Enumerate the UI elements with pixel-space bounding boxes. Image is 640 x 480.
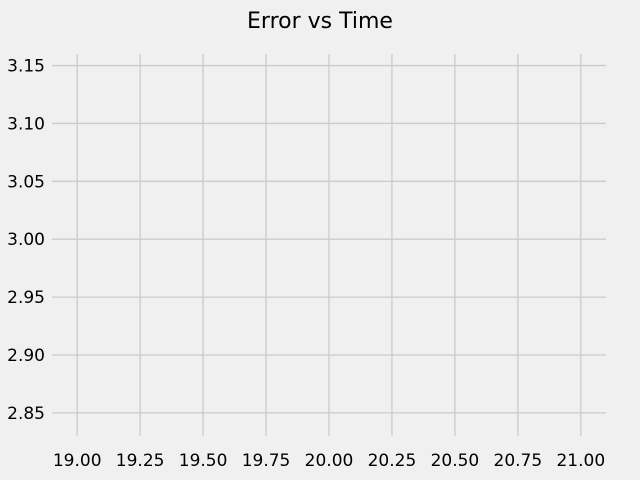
y-tick-label: 2.95 xyxy=(7,288,45,308)
x-tick-label: 19.25 xyxy=(116,451,165,471)
x-axis-tick-labels: 19.00 19.25 19.50 19.75 20.00 20.25 20.50 20.75… xyxy=(53,451,605,471)
x-tick-label: 20.25 xyxy=(368,451,417,471)
y-tick-label: 3.00 xyxy=(7,230,45,250)
x-tick-label: 19.00 xyxy=(53,451,102,471)
x-tick-label: 20.50 xyxy=(431,451,480,471)
x-tick-label: 20.75 xyxy=(494,451,543,471)
x-tick-label: 21.00 xyxy=(556,451,605,471)
y-tick-label: 3.15 xyxy=(7,57,45,77)
x-tick-label: 19.75 xyxy=(242,451,291,471)
x-tick-label: 20.00 xyxy=(305,451,354,471)
y-grid xyxy=(52,64,606,414)
y-tick-label: 2.90 xyxy=(7,346,45,366)
y-tick-label: 2.85 xyxy=(7,404,45,424)
y-tick-label: 3.10 xyxy=(7,114,45,134)
x-tick-label: 19.50 xyxy=(179,451,228,471)
chart-title: Error vs Time xyxy=(247,9,393,34)
y-tick-label: 3.05 xyxy=(7,172,45,192)
x-grid xyxy=(76,54,582,436)
y-axis-tick-labels: 2.85 2.90 2.95 3.00 3.05 3.10 3.15 xyxy=(7,57,45,424)
